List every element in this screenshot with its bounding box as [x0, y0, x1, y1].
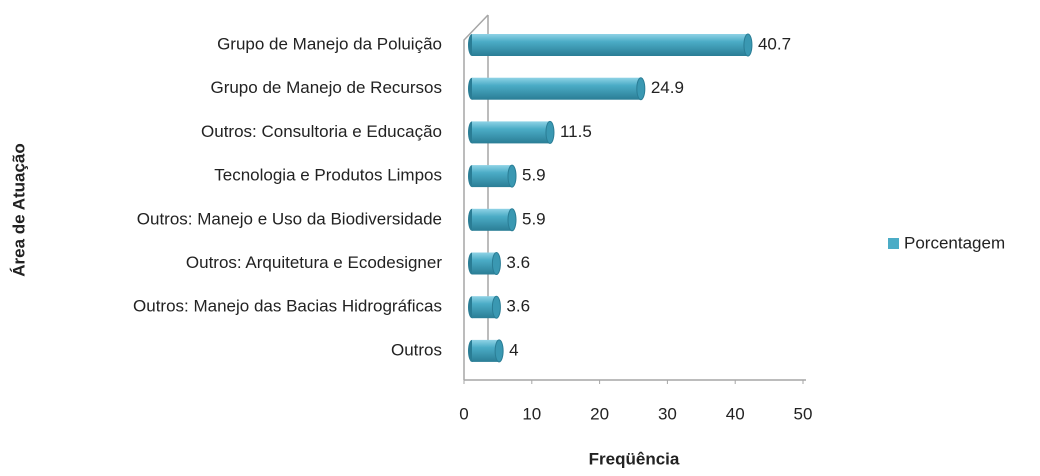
- y-tick-label: Grupo de Manejo de Recursos: [210, 78, 442, 97]
- data-label: 4: [509, 340, 518, 359]
- data-label: 3.6: [506, 253, 530, 272]
- bar: [472, 208, 513, 231]
- bar-cap: [507, 208, 517, 232]
- bar-cap: [507, 164, 517, 188]
- x-tick-label: 40: [726, 404, 745, 423]
- legend-swatch: [888, 238, 899, 249]
- data-label: 11.5: [560, 122, 592, 141]
- bar: [472, 165, 513, 188]
- data-label: 40.7: [758, 34, 791, 53]
- x-axis-label: Freqüência: [589, 449, 680, 468]
- y-tick-label: Outros: Consultoria e Educação: [201, 122, 442, 141]
- bar: [472, 121, 550, 144]
- y-tick-label: Tecnologia e Produtos Limpos: [214, 166, 442, 185]
- bar-cap: [743, 33, 753, 57]
- y-tick-label: Grupo de Manejo da Poluição: [217, 34, 442, 53]
- data-label: 5.9: [522, 209, 546, 228]
- bar-cap: [636, 77, 646, 101]
- y-axis-label: Área de Atuação: [9, 143, 28, 277]
- y-tick-label: Outros: Arquitetura e Ecodesigner: [186, 253, 442, 272]
- y-tick-label: Outros: [391, 340, 442, 359]
- legend-label: Porcentagem: [904, 233, 1005, 252]
- x-tick-label: 10: [522, 404, 541, 423]
- bar: [472, 77, 641, 100]
- bar-cap: [491, 295, 501, 319]
- bar-cap: [545, 120, 555, 144]
- data-label: 3.6: [506, 297, 530, 316]
- bar: [472, 339, 500, 362]
- data-label: 5.9: [522, 166, 546, 185]
- x-tick-label: 0: [459, 404, 468, 423]
- bar-cap: [494, 339, 504, 363]
- y-tick-label: Outros: Manejo e Uso da Biodiversidade: [137, 209, 442, 228]
- x-tick-label: 30: [658, 404, 677, 423]
- y-tick-label: Outros: Manejo das Bacias Hidrográficas: [133, 297, 442, 316]
- bar: [472, 296, 497, 319]
- plot-frame: [463, 14, 806, 381]
- data-label: 24.9: [651, 78, 684, 97]
- x-tick-label: 20: [590, 404, 609, 423]
- bar: [472, 34, 748, 56]
- bar-cap: [491, 252, 501, 275]
- bar: [472, 252, 497, 275]
- x-tick-label: 50: [794, 404, 813, 423]
